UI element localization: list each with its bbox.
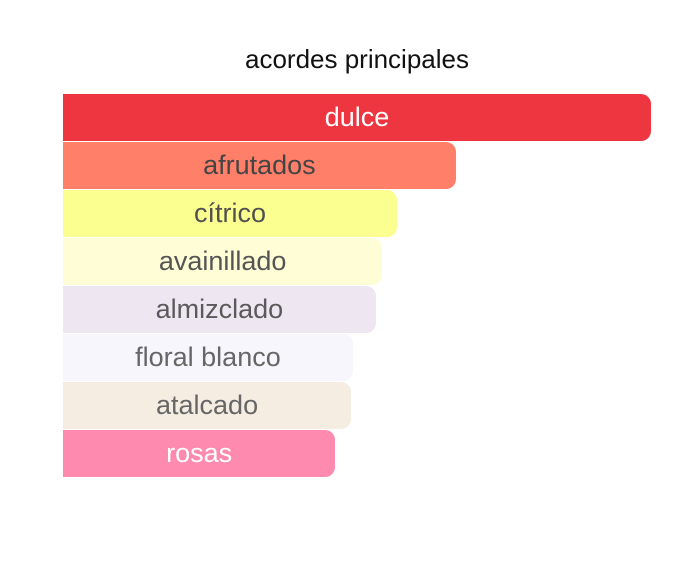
bar-rosas: rosas	[63, 430, 336, 477]
bar-floral-blanco: floral blanco	[63, 334, 353, 381]
accords-bar-chart: dulce afrutados cítrico avainillado almizcla…	[63, 94, 651, 478]
bar-label: atalcado	[156, 390, 259, 420]
bar-dulce: dulce	[63, 94, 651, 141]
bar-label: dulce	[324, 102, 390, 132]
bar-label: rosas	[166, 438, 233, 468]
bar-avainillado: avainillado	[63, 238, 383, 285]
bar-label: cítrico	[193, 198, 266, 228]
bar-label: avainillado	[158, 246, 287, 276]
bar-atalcado: atalcado	[63, 382, 352, 429]
bar-cítrico: cítrico	[63, 190, 397, 237]
bar-almizclado: almizclado	[63, 286, 376, 333]
bar-afrutados: afrutados	[63, 142, 456, 189]
bar-label: almizclado	[155, 294, 284, 324]
chart-title: acordes principales	[244, 44, 469, 74]
bar-label: afrutados	[203, 150, 316, 180]
bar-label: floral blanco	[135, 342, 281, 372]
